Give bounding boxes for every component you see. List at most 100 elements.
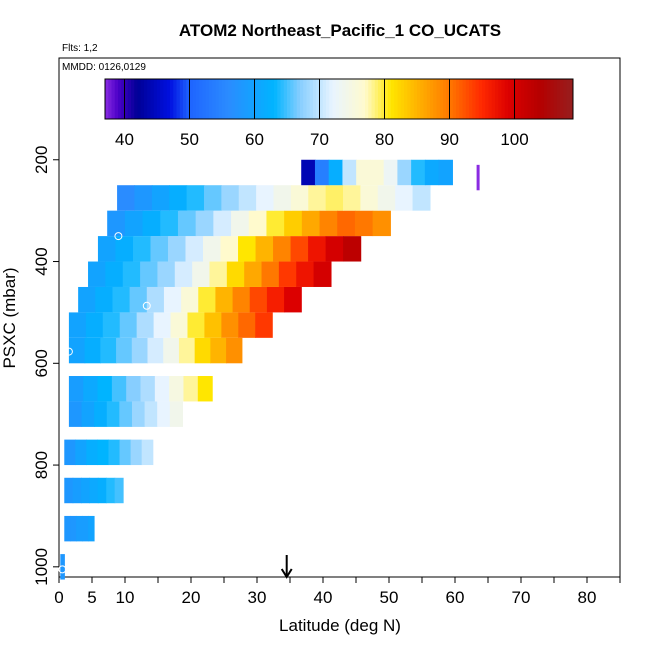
heatmap-cell	[157, 401, 171, 427]
colorbar-swatch	[495, 79, 499, 119]
heatmap-cell	[343, 236, 362, 262]
colorbar-swatch	[465, 79, 470, 119]
colorbar-swatch	[423, 79, 428, 119]
colorbar-swatch	[111, 79, 116, 119]
flights-label: Flts: 1,2	[62, 43, 98, 54]
colorbar-swatch	[342, 79, 346, 119]
heatmap-cell	[290, 185, 309, 211]
heatmap-cell	[308, 185, 327, 211]
colorbar-swatch	[296, 79, 301, 119]
heatmap-cell	[97, 439, 110, 466]
heatmap-cell	[106, 477, 116, 504]
heatmap-cell	[383, 159, 398, 186]
heatmap-cell	[160, 210, 179, 237]
colorbar-swatch	[348, 79, 353, 119]
heatmap-cell	[290, 236, 309, 262]
colorbar-swatch	[140, 79, 145, 119]
heatmap-cell	[64, 515, 71, 542]
colorbar-swatch	[118, 79, 122, 119]
colorbar-tick-label: 60	[245, 130, 264, 149]
heatmap-cell	[163, 286, 182, 313]
heatmap-cell	[81, 477, 91, 504]
heatmap-cell	[244, 261, 263, 287]
heatmap-cell	[68, 312, 87, 338]
heatmap-cell	[424, 159, 440, 186]
colorbar-swatch	[238, 79, 242, 119]
colorbar-swatch	[212, 79, 216, 119]
heatmap-cell	[296, 261, 315, 287]
colorbar-swatch	[355, 79, 359, 119]
colorbar-swatch	[192, 79, 197, 119]
x-tick-label: 10	[116, 588, 135, 607]
colorbar-swatch	[270, 79, 275, 119]
heatmap-cell	[328, 159, 344, 186]
y-tick-label: 1000	[32, 548, 51, 586]
heatmap-cell	[372, 210, 391, 237]
colorbar-swatch	[329, 79, 333, 119]
colorbar-swatch	[218, 79, 223, 119]
colorbar-swatch	[540, 79, 545, 119]
heatmap-cell	[75, 439, 87, 466]
heatmap-cell	[100, 337, 117, 364]
colorbar-swatch	[202, 79, 207, 119]
colorbar-tick-label: 40	[115, 130, 134, 149]
heatmap-cell	[369, 159, 385, 186]
colorbar-swatch	[560, 79, 564, 119]
heatmap-cell	[167, 236, 187, 262]
colorbar-swatch	[413, 79, 418, 119]
heatmap-cell	[273, 185, 292, 211]
colorbar-swatch	[345, 79, 350, 119]
heatmap-cell	[111, 376, 127, 402]
heatmap-cell	[89, 477, 99, 504]
heatmap-cell	[284, 286, 302, 313]
heatmap-cell	[177, 210, 197, 237]
heatmap-cell	[88, 261, 106, 287]
heatmap-cell	[76, 515, 83, 542]
colorbar-swatch	[313, 79, 317, 119]
heatmap-cell	[226, 261, 245, 287]
heatmap-cell	[194, 337, 211, 364]
heatmap-cell	[64, 439, 76, 466]
colorbar-swatch	[462, 79, 467, 119]
heatmap-cell	[255, 312, 273, 338]
colorbar-swatch	[287, 79, 291, 119]
heatmap-cell	[94, 401, 108, 427]
colorbar-swatch	[176, 79, 181, 119]
heatmap-cell	[213, 210, 232, 237]
heatmap-cell	[85, 312, 104, 338]
heatmap-cell	[83, 376, 99, 402]
heatmap-cell	[187, 312, 206, 338]
colorbar-swatch	[400, 79, 405, 119]
heatmap-cell	[114, 477, 124, 504]
heatmap-cell	[220, 236, 239, 262]
colorbar-swatch	[491, 79, 496, 119]
colorbar-swatch	[147, 79, 151, 119]
colorbar-swatch	[121, 79, 125, 119]
heatmap-cell	[325, 185, 344, 211]
heatmap-cell	[203, 185, 222, 211]
dates-label: MMDD: 0126,0129	[62, 62, 146, 73]
heatmap-cell	[105, 261, 124, 287]
colorbar-swatch	[196, 79, 200, 119]
heatmap-cell	[132, 236, 152, 262]
axes: 0 5 10 20 30 40 50 60 70 80 200 400 600 800 1000	[32, 146, 621, 607]
colorbar-swatch	[309, 79, 314, 119]
heatmap-cell	[226, 337, 243, 364]
heatmap-cell	[97, 236, 117, 262]
colorbar-tick-label: 100	[500, 130, 528, 149]
y-tick-label: 200	[32, 146, 51, 174]
heatmap-cell	[142, 210, 161, 237]
colorbar-swatch	[469, 79, 473, 119]
colorbar-swatch	[410, 79, 415, 119]
heatmap-cell	[438, 159, 453, 186]
heatmap-cell	[185, 236, 204, 262]
colorbar-swatch	[267, 79, 272, 119]
heatmap-cell	[86, 439, 99, 466]
colorbar-swatch	[166, 79, 171, 119]
heatmap-cell	[102, 312, 121, 338]
x-tick-label: 0	[54, 588, 63, 607]
heatmap-cell	[68, 401, 83, 427]
heatmap-cell	[411, 159, 426, 186]
colorbar-swatch	[131, 79, 135, 119]
heatmap-cell	[82, 515, 89, 542]
